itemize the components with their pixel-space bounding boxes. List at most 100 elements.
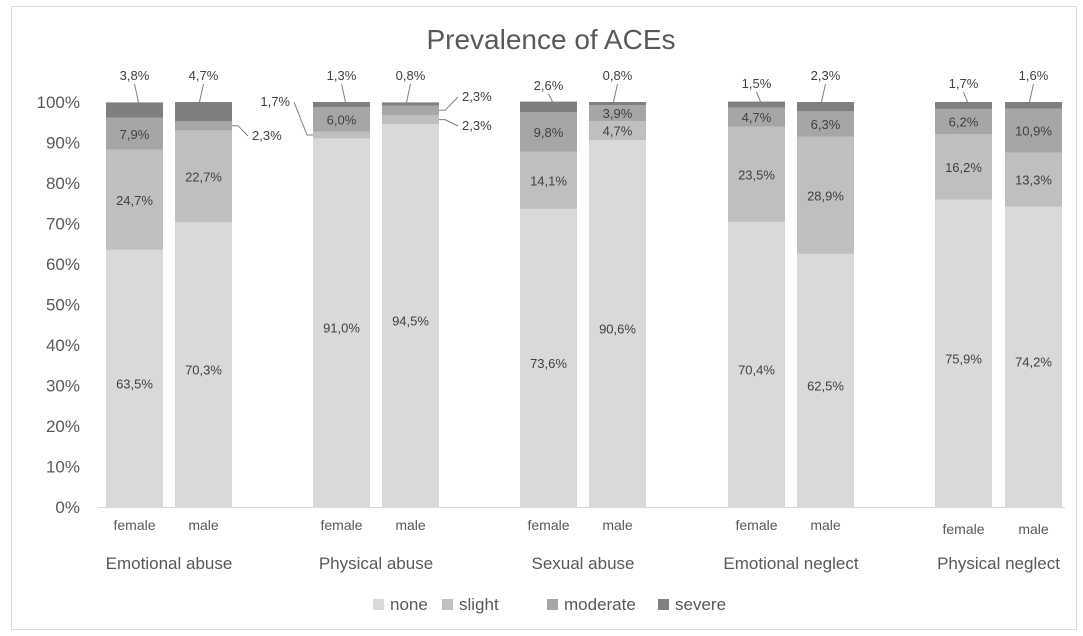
bar-segment-moderate <box>1005 108 1062 153</box>
data-label-moderate: 4,7% <box>742 110 772 125</box>
leader-line <box>293 101 313 136</box>
data-label-severe: 4,7% <box>189 68 219 83</box>
bar-segment-moderate <box>382 105 439 115</box>
bar-segment-slight <box>106 149 163 250</box>
data-label-none: 70,4% <box>738 362 775 377</box>
chart-title: Prevalence of ACEs <box>426 24 675 55</box>
data-label-none: 74,2% <box>1015 355 1052 370</box>
legend-label-slight: slight <box>459 595 499 614</box>
data-label-none: 91,0% <box>323 321 360 336</box>
data-label-moderate: 6,3% <box>811 117 841 132</box>
data-label-moderate: 2,3% <box>462 89 492 104</box>
legend-label-moderate: moderate <box>564 595 636 614</box>
data-label-severe: 3,8% <box>120 68 150 83</box>
data-label-none: 90,6% <box>599 322 636 337</box>
leader-line <box>134 83 139 103</box>
leader-line <box>548 93 553 102</box>
x-tick-label-female: female <box>735 517 777 533</box>
x-tick-label-female: female <box>942 521 984 537</box>
data-label-severe: 2,6% <box>534 78 564 93</box>
bar-segment-moderate <box>175 121 232 131</box>
data-label-none: 62,5% <box>807 378 844 393</box>
y-tick-label: 80% <box>46 174 80 193</box>
data-label-none: 94,5% <box>392 314 429 329</box>
x-tick-label-male: male <box>395 517 426 533</box>
data-label-moderate: 3,9% <box>603 106 633 121</box>
data-label-moderate: 2,3% <box>252 128 282 143</box>
bar-segment-slight <box>175 130 232 223</box>
bar-segment-slight <box>1005 152 1062 207</box>
legend-label-none: none <box>390 595 428 614</box>
data-label-severe: 1,5% <box>742 76 772 91</box>
x-tick-label-male: male <box>810 517 841 533</box>
data-label-slight: 2,3% <box>462 118 492 133</box>
data-label-severe: 1,3% <box>327 68 357 83</box>
data-label-severe: 2,3% <box>811 68 841 83</box>
x-tick-label-male: male <box>188 517 219 533</box>
leader-line <box>341 83 346 103</box>
y-tick-label: 40% <box>46 336 80 355</box>
leader-line <box>439 96 459 111</box>
legend-swatch-none <box>373 599 384 610</box>
x-axis: female male female male female male female male… <box>98 507 1065 573</box>
bar-segment-slight <box>728 126 785 222</box>
chart-frame <box>11 6 1077 630</box>
data-label-severe: 0,8% <box>603 68 633 83</box>
leader-line <box>406 83 411 103</box>
bar-segment-none <box>382 124 439 508</box>
bar-segment-slight <box>797 136 854 254</box>
data-label-none: 63,5% <box>116 376 153 391</box>
data-label-slight: 16,2% <box>945 160 982 175</box>
legend-swatch-severe <box>658 599 669 610</box>
leader-line <box>613 83 618 103</box>
y-tick-label: 100% <box>37 93 80 112</box>
bar-segment-severe <box>935 102 992 109</box>
bar-segment-none <box>935 199 992 508</box>
bar-segment-severe <box>382 102 439 106</box>
bar-segment-moderate <box>728 107 785 127</box>
bars <box>106 101 1062 508</box>
data-label-severe: 1,6% <box>1019 68 1049 83</box>
bar-segment-severe <box>728 101 785 108</box>
bar-segment-severe <box>175 102 232 122</box>
leader-line <box>963 91 968 103</box>
bar-segment-none <box>797 253 854 507</box>
bar-segment-none <box>589 140 646 507</box>
y-tick-label: 0% <box>55 498 80 517</box>
x-group-label: Sexual abuse <box>531 554 634 573</box>
legend-swatch-slight <box>442 599 453 610</box>
y-axis: 0% 10% 20% 30% 40% 50% 60% 70% 80% 90% 100% <box>37 93 80 517</box>
bar-segment-slight <box>382 114 439 125</box>
data-label-slight: 24,7% <box>116 193 153 208</box>
data-label-slight: 4,7% <box>603 124 633 139</box>
data-label-moderate: 10,9% <box>1015 124 1052 139</box>
bar-segment-severe <box>589 102 646 106</box>
leader-line <box>756 91 761 102</box>
leader-line <box>232 125 249 137</box>
leader-line <box>821 83 826 103</box>
legend-swatch-moderate <box>547 599 558 610</box>
data-label-severe: 1,7% <box>949 76 979 91</box>
data-label-slight: 1,7% <box>260 94 290 109</box>
data-labels: 63,5% 24,7% 7,9% 3,8% 70,3% 22,7% 2,3% 4,7% 91,0… <box>116 68 1052 393</box>
bar-segment-slight <box>520 151 577 209</box>
legend-label-severe: severe <box>675 595 726 614</box>
y-tick-label: 90% <box>46 134 80 153</box>
x-tick-label-female: female <box>527 517 569 533</box>
leader-line <box>1029 83 1034 103</box>
bar-segment-slight <box>935 133 992 200</box>
data-label-none: 70,3% <box>185 363 222 378</box>
bar-segment-severe <box>1005 102 1062 109</box>
data-label-severe: 0,8% <box>396 68 426 83</box>
bar-segment-severe <box>520 101 577 113</box>
y-tick-label: 30% <box>46 377 80 396</box>
x-tick-label-male: male <box>602 517 633 533</box>
bar-segment-severe <box>106 102 163 118</box>
data-label-slight: 13,3% <box>1015 173 1052 188</box>
y-tick-label: 70% <box>46 215 80 234</box>
bar-segment-moderate <box>313 107 370 132</box>
data-label-moderate: 6,0% <box>327 112 357 127</box>
bar-segment-severe <box>313 102 370 108</box>
